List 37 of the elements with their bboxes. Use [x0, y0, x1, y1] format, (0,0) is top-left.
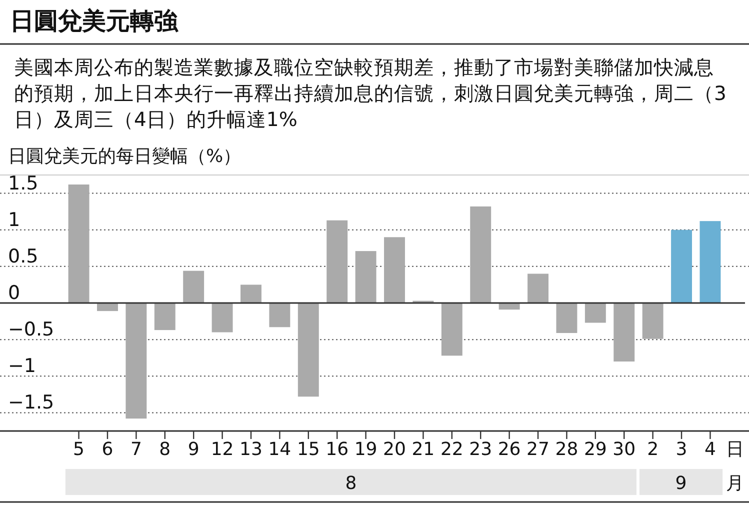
x-tick-label: 13 — [240, 439, 262, 460]
y-tick-label: 0 — [8, 282, 20, 304]
text: 日 — [726, 439, 744, 460]
x-tick-label: 23 — [469, 439, 492, 460]
x-tick-label: 29 — [584, 439, 607, 460]
chart-title: 日圓兌美元轉強 — [10, 7, 179, 35]
y-tick-label: −1.5 — [8, 392, 54, 414]
x-tick-label: 20 — [383, 439, 406, 460]
y-tick-label: −0.5 — [8, 318, 54, 341]
x-tick-label: 27 — [526, 439, 550, 460]
y-tick-label: 0.5 — [8, 245, 38, 268]
y-tick-label: 1 — [8, 208, 20, 231]
x-tick-label: 12 — [210, 439, 234, 460]
x-tick-label: 19 — [354, 439, 378, 460]
x-tick-label: 22 — [440, 439, 464, 460]
x-tick-label: 9 — [188, 439, 200, 460]
y-axis-title: 日圓兌美元的每日變幅（%） — [8, 146, 242, 167]
text: 8 — [345, 473, 357, 494]
x-tick-label: 15 — [296, 439, 320, 460]
x-tick-label: 5 — [73, 439, 85, 460]
chart-subtitle: 美國本周公布的製造業數據及職位空缺較預期差，推動了市場對美聯儲加快減息的預期，加上日本央行一再釋出持續加息的信號，刺激日圓兌美元轉強，周二（3日）及周三（4日）的升幅達1% — [14, 56, 726, 131]
text: 9 — [675, 473, 687, 494]
text: 月 — [726, 473, 744, 494]
x-tick-label: 30 — [612, 439, 636, 460]
x-tick-label: 14 — [268, 439, 292, 460]
x-tick-label: 2 — [647, 439, 659, 460]
y-tick-label: 1.5 — [8, 172, 38, 194]
x-tick-label: 16 — [326, 439, 349, 460]
x-tick-label: 3 — [676, 439, 688, 460]
x-tick-label: 4 — [704, 439, 716, 460]
x-tick-label: 26 — [498, 439, 521, 460]
x-tick-label: 21 — [412, 439, 435, 460]
y-tick-label: −1 — [8, 355, 36, 378]
x-tick-label: 7 — [130, 439, 142, 460]
x-tick-label: 6 — [102, 439, 114, 460]
x-tick-label: 28 — [555, 439, 578, 460]
x-tick-label: 8 — [159, 439, 171, 460]
